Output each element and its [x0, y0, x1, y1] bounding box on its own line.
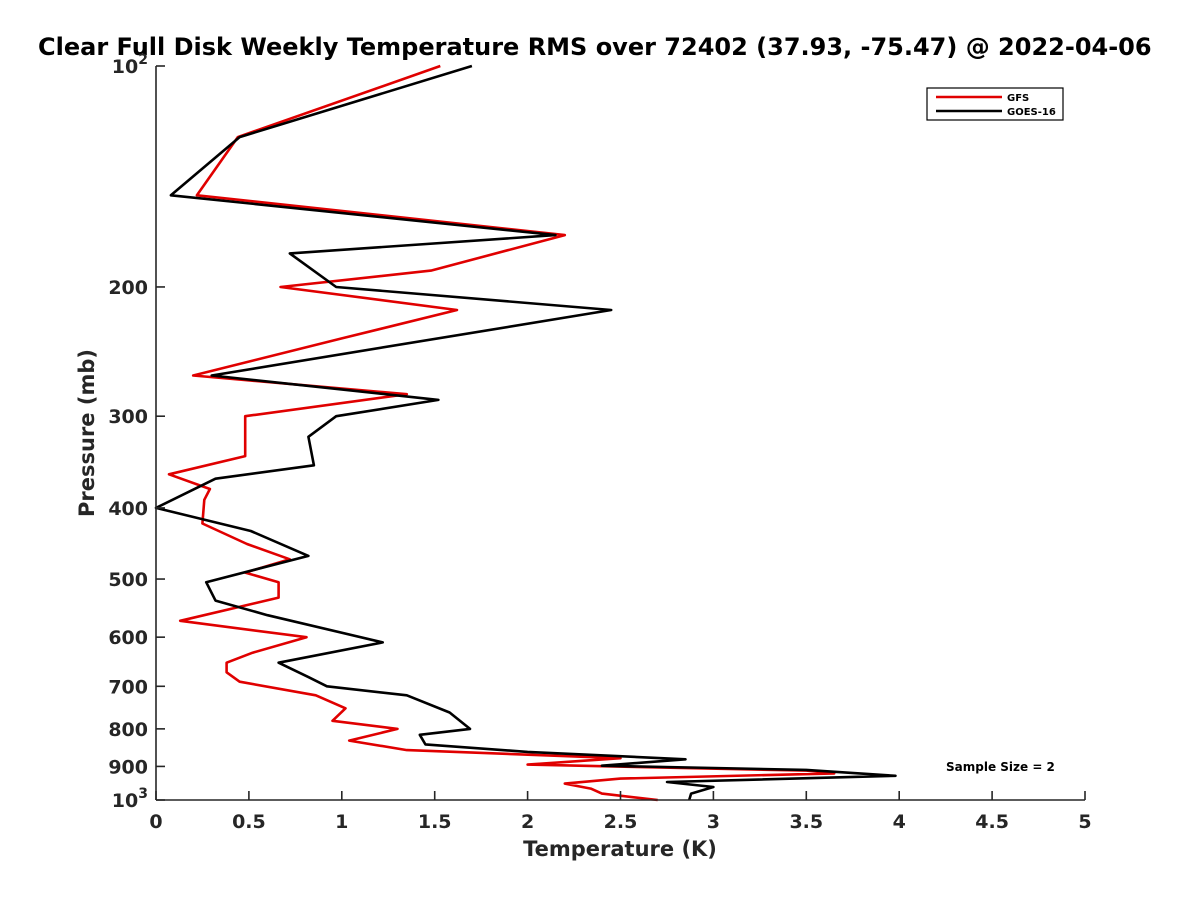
- legend-box: [926, 87, 1064, 121]
- legend-label-gfs: GFS: [1007, 93, 1029, 104]
- y-axis-label: Pressure (mb): [75, 349, 99, 517]
- x-tick-label: 0.5: [232, 811, 266, 833]
- y-tick-label: 500: [108, 569, 148, 591]
- legend: GFS GOES-16: [926, 87, 1064, 121]
- chart-title: Clear Full Disk Weekly Temperature RMS o…: [38, 33, 1152, 61]
- y-tick-label: 103: [112, 786, 148, 812]
- y-tick-label: 200: [108, 277, 148, 299]
- x-tick-label: 2: [521, 811, 534, 833]
- x-tick-label: 1: [335, 811, 348, 833]
- x-tick-label: 3.5: [789, 811, 823, 833]
- sample-size-annotation: Sample Size = 2: [946, 760, 1055, 774]
- y-tick-label: 400: [108, 498, 148, 520]
- x-tick-label: 2.5: [604, 811, 638, 833]
- x-tick-label: 4.5: [975, 811, 1009, 833]
- y-tick-label: 300: [108, 406, 148, 428]
- series-line-goes-16: [154, 64, 897, 801]
- y-tick-label: 800: [108, 719, 148, 741]
- x-axis-label: Temperature (K): [523, 837, 717, 861]
- legend-label-goes16: GOES-16: [1007, 107, 1056, 118]
- y-tick-label: 700: [108, 676, 148, 698]
- series-layer: [154, 64, 897, 802]
- x-tick-label: 0: [149, 811, 162, 833]
- x-tick-label: 3: [707, 811, 720, 833]
- y-tick-label: 102: [112, 52, 148, 78]
- ticks-layer: 0 0.5 1 1.5 2 2.5 3 3.5 4 4.5 5 102 200 300 400 500 600 7…: [108, 52, 1091, 833]
- series-line-gfs: [167, 64, 836, 802]
- x-tick-label: 1.5: [418, 811, 452, 833]
- y-tick-label: 900: [108, 756, 148, 778]
- x-tick-label: 4: [893, 811, 906, 833]
- x-tick-label: 5: [1078, 811, 1091, 833]
- axes-layer: [155, 66, 1085, 801]
- y-tick-label: 600: [108, 627, 148, 649]
